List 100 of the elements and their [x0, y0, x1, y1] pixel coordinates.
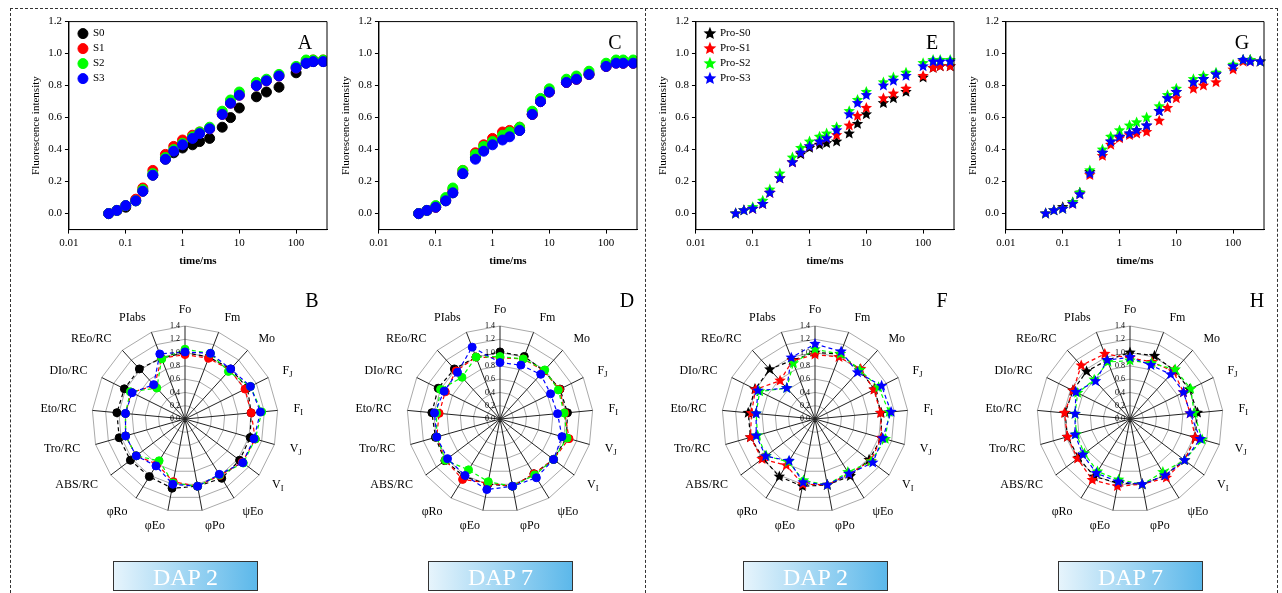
spoke-label: DIo/RC	[49, 362, 88, 377]
spoke-label: φRo	[1051, 503, 1073, 518]
spoke-label: ABS/RC	[370, 476, 414, 491]
y-axis-title: Fluorescence intensity	[656, 75, 669, 175]
spoke-label: φEo	[1089, 518, 1110, 533]
y-tick-label: 1.0	[1115, 347, 1125, 357]
y-tick-label: 0.4	[675, 142, 690, 155]
y-tick-label: 0.0	[48, 206, 63, 219]
y-tick-label: 0.2	[48, 174, 62, 187]
legend-label: S0	[92, 26, 106, 39]
spoke-label: REo/RC	[1015, 330, 1057, 345]
y-tick-label: 0.6	[485, 374, 495, 384]
x-tick-label: 0.1	[1055, 236, 1070, 249]
spoke-label: Tro/RC	[358, 440, 396, 455]
spoke-label: Fm	[1169, 309, 1187, 324]
y-tick-label: 0.0	[358, 206, 373, 219]
y-tick-label: 0.6	[800, 374, 810, 384]
x-tick-label: 1	[806, 236, 813, 249]
x-tick-label: 10	[233, 236, 246, 249]
y-tick-label: 0.4	[985, 142, 1000, 155]
spoke-label: φPo	[1150, 518, 1170, 533]
spoke-label: ψEo	[242, 503, 264, 518]
text: DAP 2	[743, 561, 888, 591]
x-tick-label: 0.01	[686, 236, 706, 249]
x-tick-label: 10	[543, 236, 556, 249]
spoke-label: φPo	[205, 518, 225, 533]
spoke-label: DIo/RC	[364, 362, 403, 377]
y-tick-label: 0.8	[170, 360, 180, 370]
spoke-label: Mo	[573, 330, 591, 345]
x-tick-label: 0.01	[59, 236, 79, 249]
spoke-label: PIabs	[1063, 309, 1091, 324]
x-tick-label: 100	[914, 236, 932, 249]
y-tick-label: 0.0	[985, 206, 1000, 219]
y-axis-title: Fluorescence intensity	[29, 75, 42, 175]
spoke-label: Mo	[888, 330, 906, 345]
x-tick-label: 0.1	[428, 236, 443, 249]
y-tick-label: 0.8	[985, 78, 1000, 91]
y-tick-label: 1.2	[985, 14, 999, 27]
spoke-label: φRo	[421, 503, 443, 518]
x-tick-label: 1	[489, 236, 496, 249]
text: E	[925, 30, 939, 53]
spoke-label: ABS/RC	[1000, 476, 1044, 491]
x-tick-label: 0.1	[118, 236, 133, 249]
y-tick-label: 0.8	[675, 78, 690, 91]
spoke-label: φEo	[144, 518, 165, 533]
y-axis-title: Fluorescence intensity	[966, 75, 979, 175]
y-tick-label: 0.2	[1115, 400, 1125, 410]
spoke-label: φPo	[520, 518, 540, 533]
y-tick-label: 1.0	[48, 46, 63, 59]
spoke-label: Fo	[1123, 302, 1137, 317]
x-tick-label: 100	[597, 236, 615, 249]
spoke-label: ABS/RC	[55, 476, 99, 491]
spoke-label: ψEo	[557, 503, 579, 518]
legend-label: S2	[92, 56, 105, 69]
x-tick-label: 100	[287, 236, 305, 249]
text: DAP 2	[113, 561, 258, 591]
spoke-label: ABS/RC	[685, 476, 729, 491]
spoke-label: Fm	[224, 309, 242, 324]
text: G	[1234, 30, 1250, 53]
spoke-label: Tro/RC	[988, 440, 1026, 455]
y-tick-label: 0.8	[485, 360, 495, 370]
y-tick-label: 0.6	[985, 110, 1000, 123]
spoke-label: Fo	[178, 302, 192, 317]
spoke-label: ψEo	[1187, 503, 1209, 518]
y-tick-label: 1.2	[1115, 334, 1125, 344]
y-tick-label: 0.0	[485, 414, 495, 424]
legend-label: Pro-S0	[719, 26, 752, 39]
spoke-label: Tro/RC	[43, 440, 81, 455]
y-tick-label: 0.8	[1115, 360, 1125, 370]
y-tick-label: 0.4	[48, 142, 63, 155]
y-tick-label: 0.4	[485, 387, 495, 397]
spoke-label: Fm	[539, 309, 557, 324]
y-tick-label: 0.2	[800, 400, 810, 410]
y-tick-label: 1.0	[675, 46, 690, 59]
chart-title: F	[936, 289, 948, 312]
y-tick-label: 0.2	[485, 400, 495, 410]
spoke-label: ψEo	[872, 503, 894, 518]
y-tick-label: 0.2	[358, 174, 372, 187]
x-tick-label: 1	[179, 236, 186, 249]
y-axis-title: Fluorescence intensity	[339, 75, 352, 175]
y-tick-label: 0.6	[675, 110, 690, 123]
spoke-label: Eto/RC	[355, 401, 392, 416]
spoke-label: φRo	[736, 503, 758, 518]
spoke-label: Tro/RC	[673, 440, 711, 455]
y-tick-label: 1.0	[985, 46, 1000, 59]
y-tick-label: 1.4	[1115, 321, 1125, 331]
spoke-label: PIabs	[433, 309, 461, 324]
text: DAP 7	[428, 561, 573, 591]
spoke-label: φEo	[774, 518, 795, 533]
y-tick-label: 0.0	[800, 414, 810, 424]
x-tick-label: 100	[1224, 236, 1242, 249]
spoke-label: REo/RC	[70, 330, 112, 345]
spoke-label: Eto/RC	[40, 401, 77, 416]
x-tick-label: 10	[1170, 236, 1183, 249]
y-tick-label: 1.4	[170, 321, 180, 331]
y-tick-label: 0.4	[800, 387, 810, 397]
spoke-label: Fo	[808, 302, 822, 317]
y-tick-label: 1.2	[675, 14, 689, 27]
y-tick-label: 1.2	[358, 14, 372, 27]
x-axis-title: time/ms	[489, 254, 528, 267]
